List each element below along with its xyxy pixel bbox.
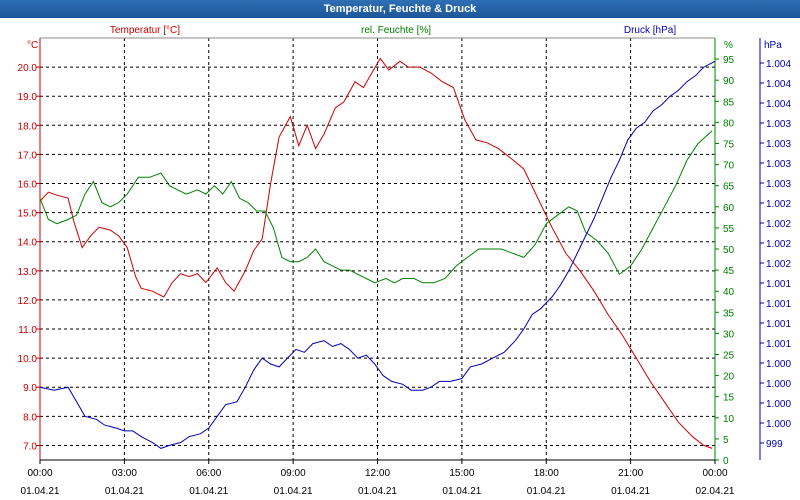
temperature-tick-label: 12.0 [18, 296, 38, 307]
date-tick-label: 01.04.21 [189, 486, 228, 497]
pressure-tick-label: 1.003 [766, 139, 791, 150]
temperature-tick-label: 18.0 [18, 121, 38, 132]
date-tick-label: 01.04.21 [21, 486, 60, 497]
time-tick-label: 03:00 [112, 468, 137, 479]
humidity-tick-label: 65 [723, 182, 735, 193]
date-tick-label: 01.04.21 [358, 486, 397, 497]
time-axis-ticks: 00:00 01.04.21 03:00 01.04.21 06:00 01.04.21 0… [21, 460, 735, 497]
pressure-unit-label: hPa [764, 40, 782, 51]
temperature-tick-label: 17.0 [18, 150, 38, 161]
humidity-axis-ticks: 0 5 10 15 20 25 30 35 40 45 50 55 60 65 70 75 80 85 90 95 [715, 55, 735, 467]
pressure-axis-ticks: 999 1.000 1.000 1.000 1.000 1.001 1.001 1.001 1.… [760, 59, 791, 450]
time-tick-label: 15:00 [449, 468, 474, 479]
pressure-tick-label: 1.000 [766, 359, 791, 370]
date-tick-label: 01.04.21 [274, 486, 313, 497]
series-lines [39, 57, 716, 449]
humidity-tick-label: 60 [723, 203, 735, 214]
date-tick-label: 01.04.21 [105, 486, 144, 497]
temperature-tick-label: 10.0 [18, 354, 38, 365]
temperature-tick-label: 11.0 [18, 325, 37, 336]
time-tick-label: 06:00 [196, 468, 221, 479]
humidity-tick-label: 0 [723, 456, 729, 467]
humidity-tick-label: 75 [723, 140, 735, 151]
pressure-tick-label: 1.003 [766, 179, 791, 190]
humidity-tick-label: 10 [723, 414, 735, 425]
pressure-tick-label: 1.002 [766, 239, 791, 250]
pressure-tick-label: 1.003 [766, 119, 791, 130]
temperature-tick-label: 9.0 [23, 383, 37, 394]
humidity-series-line [39, 130, 713, 284]
humidity-series-label: rel. Feuchte [%] [361, 25, 431, 36]
temperature-tick-label: 14.0 [18, 238, 38, 249]
humidity-tick-label: 40 [723, 287, 735, 298]
humidity-tick-label: 70 [723, 161, 735, 172]
humidity-tick-label: 90 [723, 76, 735, 87]
humidity-tick-label: 45 [723, 266, 735, 277]
date-tick-label: 01.04.21 [527, 486, 566, 497]
temperature-unit-label: °C [27, 40, 38, 51]
temperature-tick-label: 7.0 [23, 441, 37, 452]
pressure-tick-label: 1.004 [766, 79, 791, 90]
pressure-tick-label: 1.001 [766, 339, 791, 350]
humidity-tick-label: 35 [723, 308, 735, 319]
time-tick-label: 12:00 [365, 468, 390, 479]
temperature-tick-label: 13.0 [18, 267, 38, 278]
weather-chart: 7.0 8.0 9.0 10.0 11.0 12.0 13.0 14.0 15.0 16.0 17.… [18, 25, 792, 497]
pressure-tick-label: 1.000 [766, 379, 791, 390]
humidity-tick-label: 85 [723, 97, 735, 108]
pressure-tick-label: 1.003 [766, 159, 791, 170]
humidity-tick-label: 15 [723, 393, 735, 404]
time-tick-label: 09:00 [281, 468, 306, 479]
humidity-tick-label: 30 [723, 329, 735, 340]
pressure-tick-label: 1.002 [766, 219, 791, 230]
humidity-tick-label: 95 [723, 55, 735, 66]
grid-lines [40, 38, 715, 460]
temperature-series-line [39, 57, 713, 449]
humidity-tick-label: 55 [723, 224, 735, 235]
temperature-axis-ticks: 7.0 8.0 9.0 10.0 11.0 12.0 13.0 14.0 15.0 16.0 17.… [18, 63, 40, 452]
temperature-tick-label: 8.0 [23, 412, 37, 423]
temperature-tick-label: 19.0 [18, 92, 38, 103]
time-tick-label: 21:00 [618, 468, 643, 479]
temperature-tick-label: 20.0 [18, 63, 38, 74]
time-tick-label: 18:00 [534, 468, 559, 479]
date-tick-label: 01.04.21 [611, 486, 650, 497]
axes [39, 37, 761, 461]
pressure-tick-label: 999 [766, 439, 783, 450]
time-tick-label: 00:00 [27, 468, 52, 479]
pressure-tick-label: 1.000 [766, 399, 791, 410]
humidity-tick-label: 50 [723, 245, 735, 256]
humidity-unit-label: % [724, 40, 733, 51]
date-tick-label: 02.04.21 [696, 486, 735, 497]
pressure-tick-label: 1.001 [766, 279, 791, 290]
pressure-tick-label: 1.000 [766, 419, 791, 430]
humidity-tick-label: 80 [723, 118, 735, 129]
humidity-tick-label: 25 [723, 351, 735, 362]
chart-title: Temperatur, Feuchte & Druck [0, 0, 800, 18]
pressure-tick-label: 1.001 [766, 319, 791, 330]
pressure-tick-label: 1.004 [766, 59, 791, 70]
pressure-tick-label: 1.004 [766, 99, 791, 110]
pressure-tick-label: 1.002 [766, 259, 791, 270]
pressure-series-label: Druck [hPa] [624, 25, 676, 36]
humidity-tick-label: 5 [723, 435, 729, 446]
date-tick-label: 01.04.21 [442, 486, 481, 497]
pressure-tick-label: 1.002 [766, 199, 791, 210]
pressure-series-line [39, 60, 716, 449]
pressure-tick-label: 1.001 [766, 299, 791, 310]
temperature-series-label: Temperatur [°C] [110, 25, 180, 36]
temperature-tick-label: 15.0 [18, 209, 38, 220]
humidity-tick-label: 20 [723, 372, 735, 383]
time-tick-label: 00:00 [702, 468, 727, 479]
temperature-tick-label: 16.0 [18, 180, 38, 191]
